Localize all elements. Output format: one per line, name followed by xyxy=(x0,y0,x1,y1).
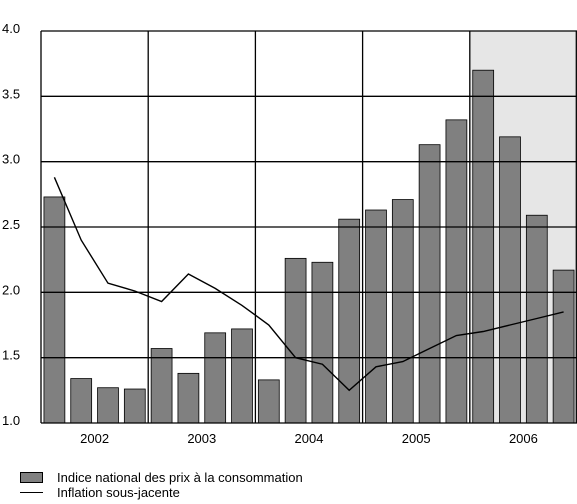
bar xyxy=(150,348,173,424)
x-tick-label: 2004 xyxy=(295,431,324,446)
line-series xyxy=(53,177,564,392)
y-tick-label: 2.5 xyxy=(2,217,20,232)
bar xyxy=(43,196,66,424)
x-tick-label: 2002 xyxy=(80,431,109,446)
chart: 1.01.52.02.53.03.54.0 2002 2003 2004 2005 20… xyxy=(2,21,577,446)
y-tick-label: 3.5 xyxy=(2,86,20,101)
bar xyxy=(177,372,200,424)
y-tick-label: 1.0 xyxy=(2,413,20,428)
bar-series xyxy=(43,69,575,424)
bar xyxy=(311,261,334,424)
legend-item-bars: Indice national des prix à la consommati… xyxy=(20,470,303,485)
legend-label-bars: Indice national des prix à la consommati… xyxy=(57,469,303,485)
x-tick-label: 2006 xyxy=(509,431,538,446)
bar xyxy=(365,209,387,424)
bar xyxy=(204,332,227,424)
bar xyxy=(418,144,441,424)
bar xyxy=(123,388,146,424)
bar xyxy=(70,378,93,424)
bar xyxy=(231,328,253,424)
bar-swatch-icon xyxy=(20,472,43,483)
x-axis-ticks: 2002 2003 2004 2005 2006 xyxy=(80,431,538,446)
bar xyxy=(472,69,495,424)
line-inflation xyxy=(53,177,564,392)
y-axis-ticks: 1.0 1.5 2.0 2.5 3.0 3.5 4.0 xyxy=(2,21,20,428)
x-tick-label: 2005 xyxy=(402,431,431,446)
bar xyxy=(338,218,361,424)
bar xyxy=(257,379,280,424)
bar xyxy=(499,136,521,424)
bar xyxy=(445,119,468,424)
bar xyxy=(284,257,307,424)
bar xyxy=(97,387,119,424)
legend-label-line: Inflation sous-jacente xyxy=(57,484,180,500)
y-tick-label: 1.5 xyxy=(2,348,20,363)
legend: Indice national des prix à la consommati… xyxy=(20,470,303,500)
x-tick-label: 2003 xyxy=(187,431,216,446)
y-tick-label: 2.0 xyxy=(2,282,20,297)
legend-item-line: Inflation sous-jacente xyxy=(20,485,303,500)
gridlines xyxy=(40,30,577,424)
line-swatch-icon xyxy=(20,492,43,493)
bar xyxy=(391,199,414,424)
y-tick-label: 3.0 xyxy=(2,152,20,167)
bar xyxy=(552,269,575,424)
y-tick-label: 4.0 xyxy=(2,21,20,36)
